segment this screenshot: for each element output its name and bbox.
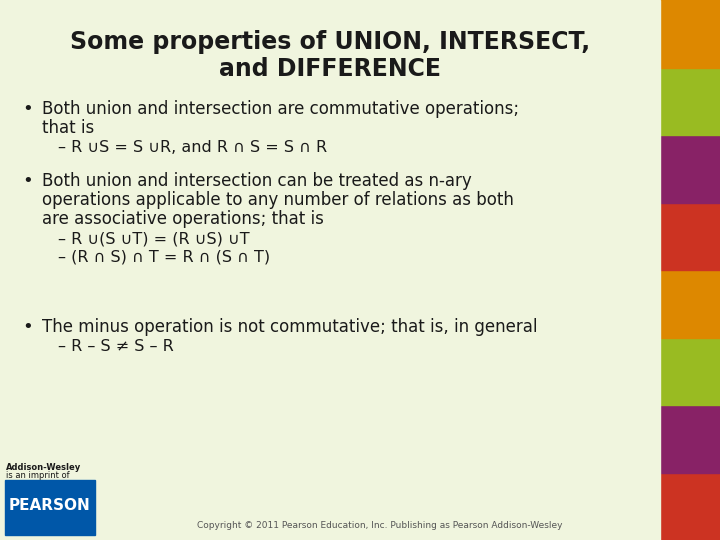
Bar [660,135,720,202]
Text: Copyright © 2011 Pearson Education, Inc. Publishing as Pearson Addison-Wesley: Copyright © 2011 Pearson Education, Inc.… [197,522,563,530]
Text: Some properties of UNION, INTERSECT,: Some properties of UNION, INTERSECT, [70,30,590,54]
Text: and DIFFERENCE: and DIFFERENCE [219,57,441,81]
Text: – R ∪S = S ∪R, and R ∩ S = S ∩ R: – R ∪S = S ∪R, and R ∩ S = S ∩ R [58,140,327,155]
Text: operations applicable to any number of relations as both: operations applicable to any number of r… [42,191,514,209]
Text: Addison-Wesley: Addison-Wesley [6,463,81,472]
Bar [660,202,720,270]
Text: Both union and intersection can be treated as n-ary: Both union and intersection can be treat… [42,172,472,190]
Text: – (R ∩ S) ∩ T = R ∩ (S ∩ T): – (R ∩ S) ∩ T = R ∩ (S ∩ T) [58,250,270,265]
Text: are associative operations; that is: are associative operations; that is [42,210,324,228]
Text: •: • [22,318,32,336]
Bar [660,270,720,338]
Bar [5,480,95,535]
Text: Both union and intersection are commutative operations;: Both union and intersection are commutat… [42,100,519,118]
Text: that is: that is [42,119,94,137]
Bar [660,68,720,135]
Text: is an imprint of: is an imprint of [6,471,70,480]
Bar [660,0,720,68]
Bar [660,472,720,540]
Text: •: • [22,100,32,118]
Text: – R ∪(S ∪T) = (R ∪S) ∪T: – R ∪(S ∪T) = (R ∪S) ∪T [58,231,250,246]
Bar [660,405,720,472]
Text: PEARSON: PEARSON [9,497,91,512]
Text: The minus operation is not commutative; that is, in general: The minus operation is not commutative; … [42,318,538,336]
Bar [660,338,720,405]
Text: – R – S ≠ S – R: – R – S ≠ S – R [58,339,174,354]
Text: •: • [22,172,32,190]
